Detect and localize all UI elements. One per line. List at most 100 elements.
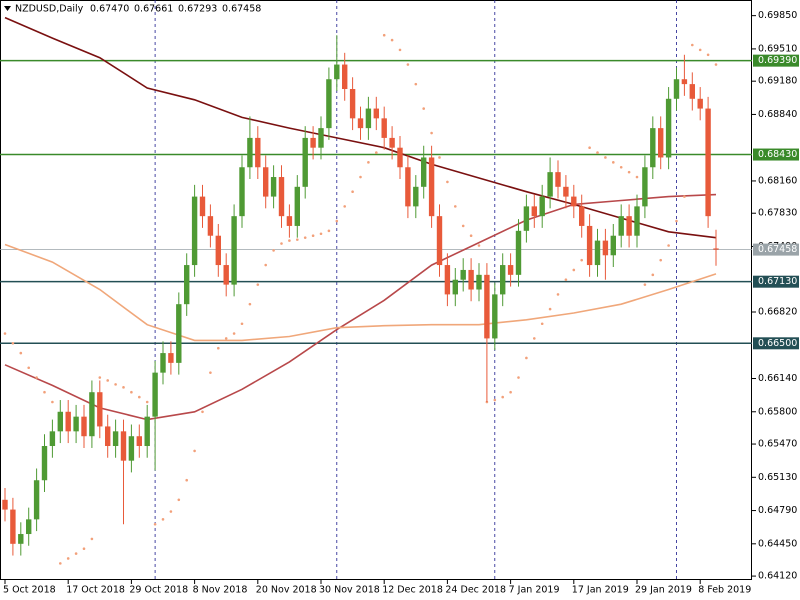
sar-dot	[564, 278, 568, 282]
candle-body	[413, 186, 419, 207]
sar-dot	[706, 53, 710, 57]
sar-dot	[588, 146, 591, 149]
x-tick-label: 20 Nov 2018	[256, 585, 317, 596]
candle-body	[97, 392, 103, 427]
candle-body	[65, 411, 71, 432]
candle-body	[563, 186, 569, 197]
sar-dot	[66, 557, 70, 560]
candle-body	[579, 206, 585, 226]
x-tick-label: 24 Dec 2018	[445, 585, 506, 596]
sar-dot	[454, 205, 457, 208]
candle-body	[89, 392, 95, 437]
sar-dot	[556, 293, 560, 296]
candle-body	[618, 216, 624, 236]
sar-dot	[114, 383, 117, 386]
sar-dot	[209, 371, 212, 374]
title-value: 0.67458	[222, 4, 261, 15]
sar-dot	[74, 552, 78, 555]
sar-dot	[414, 82, 418, 86]
candle-body	[199, 196, 206, 217]
candle-body	[642, 167, 648, 207]
sar-dot	[240, 322, 244, 326]
candle-body	[2, 499, 8, 510]
candle-body	[547, 172, 553, 197]
candle-body	[318, 128, 324, 148]
candle-body	[602, 240, 609, 256]
sar-dot	[106, 379, 109, 382]
sar-dot	[406, 63, 410, 66]
candle-body	[626, 216, 632, 236]
sar-dot	[446, 180, 449, 184]
sar-dot	[130, 390, 133, 394]
level-label: 0.69390	[758, 55, 797, 66]
sar-dot	[604, 156, 607, 159]
candle-body	[144, 416, 150, 447]
candle-body	[278, 177, 285, 217]
sar-dot	[438, 156, 441, 159]
sar-dot	[288, 239, 291, 242]
collapse-icon[interactable]	[4, 6, 11, 11]
level-label: 0.68430	[758, 149, 797, 160]
y-tick-label: 0.69180	[758, 76, 797, 87]
x-tick-label: 17 Oct 2018	[66, 585, 125, 596]
sar-dot	[256, 283, 260, 286]
y-tick-label: 0.65800	[758, 406, 797, 417]
candle-body	[152, 372, 158, 417]
candle-body	[81, 416, 87, 437]
x-tick-label: 17 Jan 2019	[572, 585, 629, 596]
chart-title: NZDUSD,Daily	[15, 4, 84, 15]
sar-dot	[224, 337, 228, 340]
x-tick-label: 8 Nov 2018	[193, 585, 248, 596]
candle-body	[452, 279, 458, 295]
candle-body	[397, 147, 403, 168]
plot-area	[0, 0, 752, 580]
candle-body	[681, 79, 688, 85]
sar-dot	[122, 386, 125, 389]
candle-body	[594, 240, 601, 266]
candle-body	[571, 196, 577, 207]
sar-dot	[11, 342, 15, 345]
candle-body	[263, 167, 269, 197]
sar-dot	[461, 224, 465, 228]
sar-dot	[296, 238, 299, 241]
sar-dot	[619, 165, 623, 169]
sar-dot	[375, 151, 378, 154]
moving-average	[4, 243, 717, 342]
candle-body	[484, 274, 490, 339]
candle-body	[665, 98, 672, 158]
sar-dot	[525, 356, 528, 360]
sar-dot	[185, 478, 188, 482]
sar-dot	[580, 258, 583, 262]
sar-dot	[232, 332, 236, 335]
candle-body	[610, 235, 616, 256]
sar-dot	[469, 234, 473, 238]
candle-body	[349, 89, 356, 119]
sar-dot	[327, 229, 331, 233]
candle-body	[310, 137, 316, 148]
level-label-box	[753, 337, 799, 350]
sar-dot	[367, 161, 370, 164]
sar-dot	[177, 498, 181, 502]
y-tick-label: 0.64790	[758, 505, 797, 516]
candle-body	[673, 79, 680, 99]
candle-body	[357, 118, 364, 129]
candle-body	[555, 172, 561, 187]
y-tick-label: 0.69850	[758, 10, 797, 21]
candle-body	[239, 167, 245, 217]
candle-body	[650, 128, 656, 168]
y-tick-label: 0.64450	[758, 538, 797, 549]
candle-body	[381, 118, 387, 138]
y-tick-label: 0.64120	[758, 571, 797, 582]
candle-body	[184, 265, 190, 305]
candle-body	[41, 446, 48, 481]
candle-body	[539, 196, 545, 217]
sar-dot	[59, 562, 62, 565]
candle-body	[468, 269, 474, 290]
sar-dot	[201, 410, 204, 414]
candle-body	[689, 84, 695, 99]
candle-body	[705, 108, 711, 217]
sar-dot	[90, 537, 94, 541]
x-tick-label: 29 Jan 2019	[635, 585, 692, 596]
sar-dot	[501, 395, 505, 399]
y-tick-label: 0.69510	[758, 43, 797, 54]
